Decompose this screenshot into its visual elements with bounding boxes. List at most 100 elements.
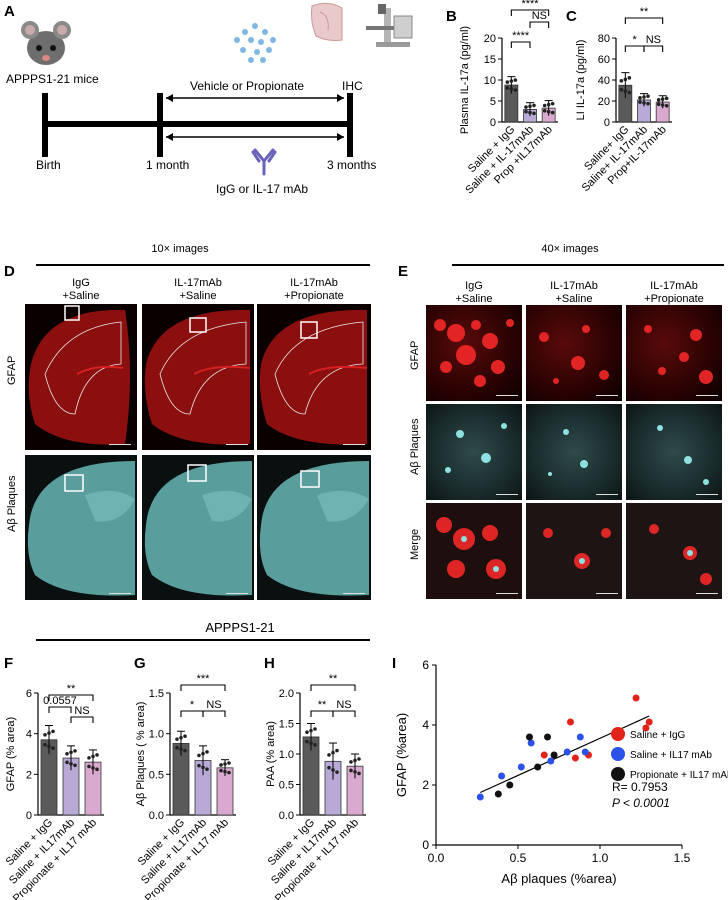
scatter-point xyxy=(632,694,640,702)
data-point xyxy=(623,89,628,93)
data-point xyxy=(509,87,514,91)
data-point xyxy=(505,80,510,84)
bracket-pair1-label: * xyxy=(190,699,195,711)
e-plaques-igg-image xyxy=(426,404,522,500)
scatter-point xyxy=(563,748,571,756)
e-col3-l1: IL-17mAb xyxy=(650,280,698,292)
timeline-diagram xyxy=(42,93,353,157)
y-tick-label: 0 xyxy=(26,810,32,822)
panel-label-e: E xyxy=(398,263,409,280)
data-point xyxy=(65,760,69,765)
data-point xyxy=(73,763,77,768)
legend-marker xyxy=(611,727,625,741)
y-tick-label: 1.0 xyxy=(279,749,294,761)
e-row2-label: Aβ Plaques xyxy=(409,418,421,475)
data-point xyxy=(205,767,209,771)
bracket-pair2-label: NS xyxy=(74,705,89,717)
propionate-molecules-icon xyxy=(234,23,276,63)
y-tick-label: 5 xyxy=(490,96,496,108)
e-col2-l1: IL-17mAb xyxy=(550,280,598,292)
treatment2-label: IgG or IL-17 mAb xyxy=(216,182,309,196)
data-point xyxy=(505,86,510,90)
scatter-point xyxy=(645,718,653,726)
e-plaques-mab-image xyxy=(526,404,622,500)
e-col1-l2: +Saline xyxy=(455,293,493,305)
bracket-pair1 xyxy=(310,710,334,717)
data-point xyxy=(47,744,51,749)
bracket-overall xyxy=(180,684,226,691)
y-tick-label: 2 xyxy=(422,778,429,792)
brain-section-icon xyxy=(311,2,343,41)
y-tick-label: 1.5 xyxy=(149,688,164,700)
data-point xyxy=(69,762,73,766)
d-col2-l1: IL-17mAb xyxy=(174,277,222,289)
panel-d-header: 10× images xyxy=(151,243,209,255)
bracket-pair1-label: **** xyxy=(512,30,530,42)
y-tick-label: 1.5 xyxy=(279,719,294,731)
d-gfap-mab-image xyxy=(142,304,254,450)
y-tick-label: 0 xyxy=(422,838,429,852)
y-tick-label: 2.0 xyxy=(279,688,294,700)
data-point xyxy=(197,763,201,768)
e-gfap-prop-image xyxy=(626,305,722,401)
legend-marker xyxy=(611,747,625,761)
data-point xyxy=(353,758,357,763)
mouse-icon xyxy=(21,21,71,65)
e-gfap-igg-image xyxy=(426,305,522,401)
data-point xyxy=(550,101,555,106)
data-point xyxy=(43,742,47,747)
d-plaques-prop-image xyxy=(257,455,371,600)
data-point xyxy=(642,101,646,105)
data-point xyxy=(642,95,646,99)
bracket-pair2-label: NS xyxy=(646,34,661,46)
data-point xyxy=(305,739,309,744)
data-point xyxy=(528,110,532,115)
data-point xyxy=(205,750,209,754)
scatter-point xyxy=(576,733,584,741)
chart-g: 0.00.51.01.5Aβ Plaques ( % area)Saline +… xyxy=(135,673,236,900)
data-point xyxy=(623,77,628,82)
bracket-pair1-label: 0.0557 xyxy=(43,695,77,707)
scatter-point xyxy=(547,757,555,765)
ihc-label: IHC xyxy=(342,79,363,93)
data-point xyxy=(69,750,73,755)
data-point xyxy=(627,76,632,80)
data-point xyxy=(201,751,205,756)
d-col3-l1: IL-17mAb xyxy=(290,277,338,289)
bracket-pair1 xyxy=(510,41,531,48)
x-tick-label: 1.5 xyxy=(674,851,691,865)
y-tick-label: 4 xyxy=(26,729,32,741)
data-point xyxy=(91,754,95,759)
data-point xyxy=(513,78,518,82)
scatter-point xyxy=(525,733,533,741)
cohort-label: APPPS1-21 xyxy=(205,620,275,635)
e-col2-l2: +Saline xyxy=(555,293,593,305)
scatter-point xyxy=(506,781,514,789)
data-point xyxy=(91,766,95,770)
panel-e-header-rule xyxy=(452,264,724,266)
stat-r: R= 0.7953 xyxy=(612,780,668,794)
d-row2-label: Aβ Plaques xyxy=(6,475,18,532)
legend-marker xyxy=(611,767,625,781)
panel-label-c: C xyxy=(566,8,577,25)
bracket-overall-label: ** xyxy=(67,683,76,695)
y-tick-label: 2 xyxy=(26,769,32,781)
y-tick-label: 20 xyxy=(484,33,496,45)
bracket-overall-label: ** xyxy=(329,673,338,685)
bracket-pair2-label: NS xyxy=(206,699,221,711)
y-tick-label: 0 xyxy=(604,117,610,129)
bracket-pair2 xyxy=(332,710,356,717)
data-point xyxy=(327,753,331,757)
bracket-overall-label: ** xyxy=(640,6,649,18)
stat-p: P < 0.0001 xyxy=(612,796,670,810)
data-point xyxy=(513,88,518,92)
y-tick-label: 0.5 xyxy=(149,769,164,781)
scatter-point xyxy=(550,751,558,759)
panel-label-h: H xyxy=(264,655,275,672)
data-point xyxy=(656,102,661,107)
d-gfap-igg-image xyxy=(25,304,137,450)
data-point xyxy=(179,735,183,740)
